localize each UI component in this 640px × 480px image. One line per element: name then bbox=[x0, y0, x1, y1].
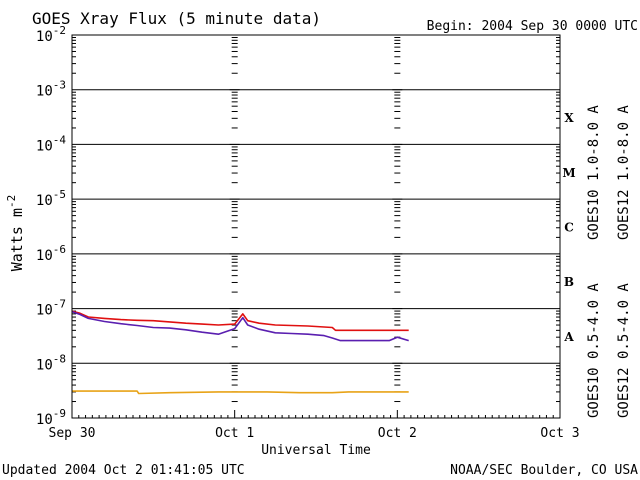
x-tick-labels: Sep 30 Oct 1 Oct 2 Oct 3 bbox=[49, 426, 580, 441]
y-tick-exponent: -8 bbox=[53, 352, 66, 365]
y-tick-base: 10 bbox=[36, 357, 53, 373]
x-tick-label: Oct 1 bbox=[215, 426, 254, 441]
y-tick-label: 10-6 bbox=[36, 243, 66, 264]
flare-class-label: B bbox=[564, 275, 574, 289]
series-line bbox=[71, 310, 409, 342]
y-tick-base: 10 bbox=[36, 138, 53, 154]
flare-class-label: M bbox=[562, 166, 575, 180]
flare-class-label: C bbox=[564, 221, 574, 235]
y-tick-base: 10 bbox=[36, 29, 53, 45]
y-axis-label-main: Watts m bbox=[8, 208, 26, 271]
y-tick-exponent: -2 bbox=[53, 24, 66, 37]
flare-class-labels: X M C B A bbox=[562, 111, 575, 344]
x-tick-label: Oct 2 bbox=[378, 426, 417, 441]
series-line bbox=[72, 390, 409, 395]
y-axis-label: Watts m-2 bbox=[5, 195, 26, 271]
plot-frame bbox=[71, 34, 561, 419]
x-axis-label: Universal Time bbox=[261, 443, 371, 458]
flare-class-label: A bbox=[563, 330, 574, 344]
y-tick-label: 10-3 bbox=[36, 79, 66, 100]
y-tick-base: 10 bbox=[36, 248, 53, 264]
begin-label: Begin: 2004 Sep 30 0000 UTC bbox=[427, 19, 638, 34]
y-tick-exponent: -3 bbox=[53, 79, 66, 92]
chart-title: GOES Xray Flux (5 minute data) bbox=[32, 9, 321, 28]
y-tick-base: 10 bbox=[36, 193, 53, 209]
y-tick-exponent: -7 bbox=[53, 298, 66, 311]
y-tick-base: 10 bbox=[36, 84, 53, 100]
y-tick-base: 10 bbox=[36, 412, 53, 428]
legend-goes10-long: GOES10 1.0-8.0 A bbox=[586, 105, 602, 240]
footer-updated: Updated 2004 Oct 2 01:41:05 UTC bbox=[2, 463, 245, 478]
y-tick-exponent: -5 bbox=[53, 188, 66, 201]
y-tick-label: 10-4 bbox=[36, 133, 66, 154]
y-tick-label: 10-5 bbox=[36, 188, 66, 209]
y-tick-exponent: -4 bbox=[53, 133, 67, 146]
y-tick-exponent: -9 bbox=[53, 407, 66, 420]
y-tick-label: 10-2 bbox=[36, 24, 66, 45]
series-line bbox=[71, 310, 409, 332]
y-tick-labels: 10-210-310-410-510-610-710-810-9 bbox=[36, 24, 66, 428]
tick-layer bbox=[71, 37, 561, 419]
legend-goes10-short: GOES10 0.5-4.0 A bbox=[586, 283, 602, 418]
y-tick-label: 10-8 bbox=[36, 352, 66, 373]
y-axis-label-group: Watts m-2 bbox=[5, 195, 26, 271]
y-tick-label: 10-7 bbox=[36, 298, 66, 319]
y-tick-exponent: -6 bbox=[53, 243, 66, 256]
y-tick-base: 10 bbox=[36, 303, 53, 319]
flare-class-label: X bbox=[564, 111, 574, 125]
series-layer bbox=[71, 310, 409, 395]
y-tick-label: 10-9 bbox=[36, 407, 66, 428]
legend-goes12-short: GOES12 0.5-4.0 A bbox=[616, 283, 632, 418]
x-tick-label: Oct 3 bbox=[540, 426, 579, 441]
y-axis-label-exponent: -2 bbox=[5, 195, 18, 208]
grid-layer bbox=[72, 89, 560, 364]
legend-goes12-long: GOES12 1.0-8.0 A bbox=[616, 105, 632, 240]
footer-source: NOAA/SEC Boulder, CO USA bbox=[450, 463, 638, 478]
x-tick-label: Sep 30 bbox=[49, 426, 96, 441]
